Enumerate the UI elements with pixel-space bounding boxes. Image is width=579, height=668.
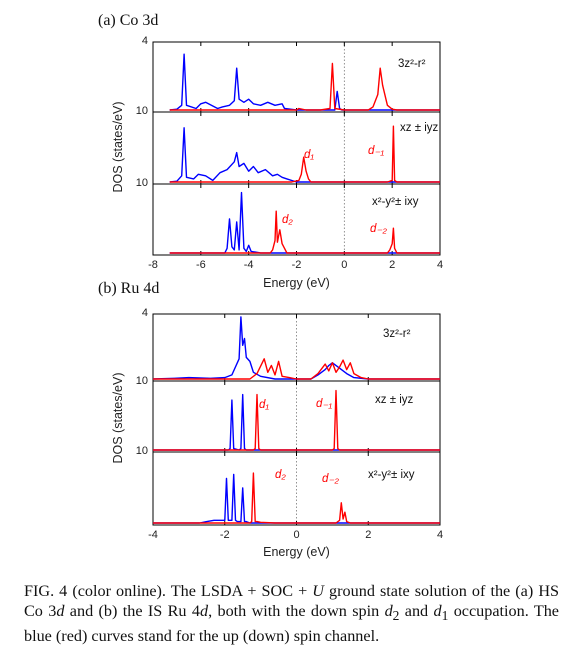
panel-a-ylabel: DOS (states/eV) [111,102,125,193]
x-tick-label: -8 [148,259,158,271]
x-tick-label: -2 [292,259,302,271]
orbital-annotation: d₂ [282,214,293,226]
orbital-annotation: d₋₁ [368,145,384,157]
x-tick-label: 4 [437,259,443,271]
dos-curve-down [169,210,440,254]
orbital-label: xz ± iyz [400,122,439,134]
orbital-annotation: d₋₂ [370,223,387,235]
orbital-annotation: d₁ [304,149,314,161]
y-tick-label: 10 [136,105,148,117]
x-axis-label: Energy (eV) [263,276,330,290]
x-tick-label: -4 [148,529,158,541]
orbital-annotation: d₋₁ [316,398,332,410]
x-tick-label: -2 [220,529,230,541]
orbital-label: x²-y²± ixy [372,196,419,208]
dos-curve-down [169,125,440,183]
dos-curve-up [152,316,440,380]
x-tick-label: -4 [244,259,254,271]
ru-4d-dos-plot: -4 -2 0 2 4 4 10 10 Energy (eV) 3z²-r² xz ± iyz d₁ d… [136,307,443,559]
orbital-label: x²-y²± ixy [368,469,415,481]
dos-curve-down [153,358,440,380]
dos-curve-down [153,472,440,524]
dos-curve-up [153,473,440,524]
plot-frame [152,41,441,256]
orbital-label: xz ± iyz [375,394,414,406]
y-tick-label: 10 [136,177,148,189]
figure-canvas: (a) Co 3d (b) Ru 4d DOS (states/eV) DOS … [98,12,443,559]
x-tick-label: -6 [196,259,206,271]
dos-curve-down [153,389,440,451]
co-3d-dos-plot: -8 -6 -4 -2 0 2 4 4 10 10 Energy (eV) 3z²-r² xz ± iy… [136,35,443,290]
x-tick-label: 2 [365,529,371,541]
x-tick-label: 0 [293,529,299,541]
panel-b-title: (b) Ru 4d [98,280,159,297]
dos-curve-up [169,191,440,254]
orbital-label: 3z²-r² [383,328,411,340]
orbital-label: 3z²-r² [398,58,426,70]
x-tick-label: 2 [389,259,395,271]
x-tick-label: 0 [341,259,347,271]
orbital-annotation: d₁ [259,399,269,411]
y-tick-label: 10 [136,445,148,457]
x-axis-label: Energy (eV) [263,545,330,559]
y-tick-label: 10 [136,375,148,387]
y-tick-label: 4 [142,307,148,319]
panel-b-ylabel: DOS (states/eV) [111,373,125,464]
orbital-annotation: d₋₂ [322,473,339,485]
y-tick-label: 4 [142,35,148,47]
dos-curve-up [169,127,440,183]
figure-caption: FIG. 4 (color online). The LSDA + SOC + … [24,582,560,646]
panel-a-title: (a) Co 3d [98,12,158,29]
x-tick-label: 4 [437,529,443,541]
orbital-annotation: d₂ [275,469,286,481]
dos-curve-down [169,62,440,111]
